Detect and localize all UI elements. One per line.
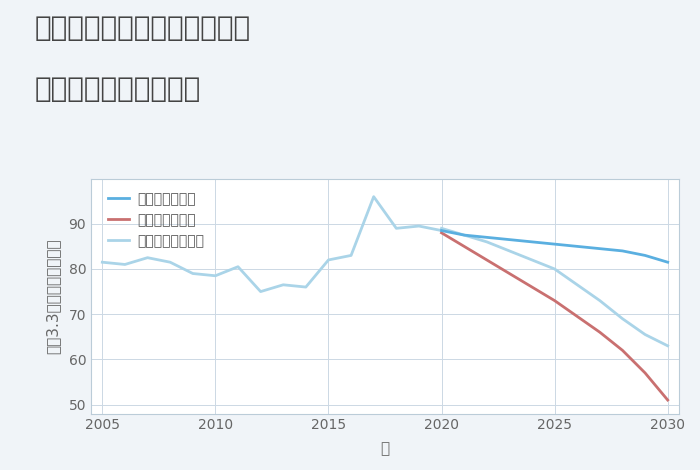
グッドシナリオ [596, 246, 604, 251]
グッドシナリオ [641, 252, 650, 258]
ノーマルシナリオ [573, 282, 582, 288]
バッドシナリオ [618, 347, 626, 353]
ノーマルシナリオ [618, 316, 626, 321]
Line: バッドシナリオ: バッドシナリオ [442, 233, 668, 400]
グッドシナリオ [550, 241, 559, 247]
ノーマルシナリオ [482, 239, 491, 245]
グッドシナリオ [482, 235, 491, 240]
バッドシナリオ [641, 370, 650, 376]
ノーマルシナリオ [505, 248, 514, 254]
Line: グッドシナリオ: グッドシナリオ [442, 231, 668, 262]
グッドシナリオ [438, 228, 446, 234]
グッドシナリオ [505, 237, 514, 243]
X-axis label: 年: 年 [380, 441, 390, 456]
Legend: グッドシナリオ, バッドシナリオ, ノーマルシナリオ: グッドシナリオ, バッドシナリオ, ノーマルシナリオ [104, 188, 209, 252]
Line: ノーマルシナリオ: ノーマルシナリオ [442, 228, 668, 346]
バッドシナリオ [528, 284, 536, 290]
バッドシナリオ [505, 271, 514, 276]
バッドシナリオ [482, 257, 491, 263]
グッドシナリオ [460, 232, 468, 238]
グッドシナリオ [573, 243, 582, 249]
グッドシナリオ [618, 248, 626, 254]
ノーマルシナリオ [438, 226, 446, 231]
バッドシナリオ [550, 298, 559, 304]
バッドシナリオ [596, 329, 604, 335]
バッドシナリオ [438, 230, 446, 235]
グッドシナリオ [528, 239, 536, 245]
バッドシナリオ [573, 313, 582, 319]
バッドシナリオ [664, 397, 672, 403]
ノーマルシナリオ [528, 257, 536, 263]
ノーマルシナリオ [596, 298, 604, 304]
Text: 中古戸建ての価格推移: 中古戸建ての価格推移 [35, 75, 202, 103]
Y-axis label: 坪（3.3㎡）単価（万円）: 坪（3.3㎡）単価（万円） [46, 238, 60, 354]
Text: 兵庫県たつの市御津町黒崎の: 兵庫県たつの市御津町黒崎の [35, 14, 251, 42]
ノーマルシナリオ [460, 232, 468, 238]
グッドシナリオ [664, 259, 672, 265]
ノーマルシナリオ [550, 266, 559, 272]
ノーマルシナリオ [641, 332, 650, 337]
バッドシナリオ [460, 243, 468, 249]
ノーマルシナリオ [664, 343, 672, 349]
